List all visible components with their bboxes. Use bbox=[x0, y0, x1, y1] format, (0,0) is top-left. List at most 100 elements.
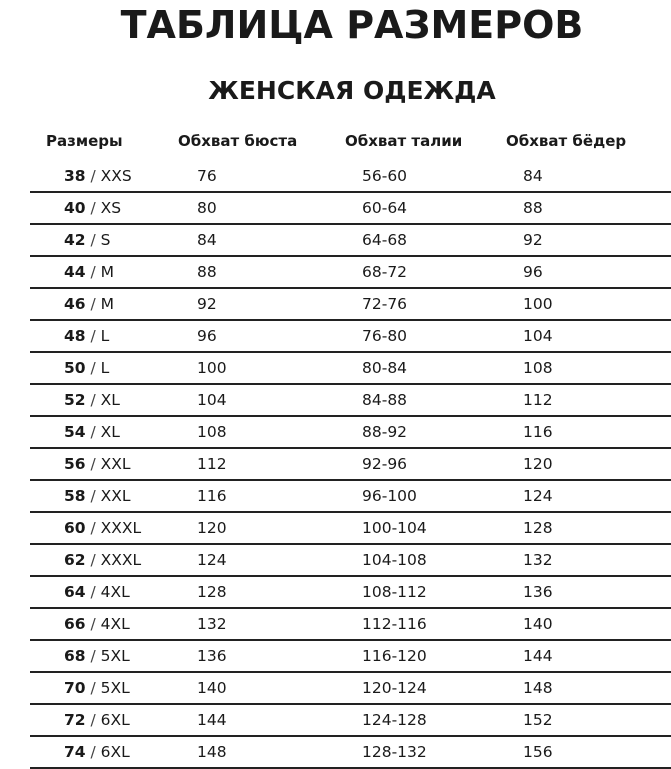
waist-value: 100-104 bbox=[362, 519, 427, 537]
hips-value: 116 bbox=[523, 423, 553, 441]
hips-value: 124 bbox=[523, 487, 553, 505]
size-intl: S bbox=[100, 231, 111, 249]
hips-value: 156 bbox=[523, 743, 553, 761]
size-ru: 66 bbox=[64, 615, 86, 633]
table-row: 72 / 6XL 144 124-128 152 bbox=[30, 705, 671, 737]
size-intl: XL bbox=[100, 391, 120, 409]
size-ru: 56 bbox=[64, 455, 86, 473]
size-intl: L bbox=[100, 327, 110, 345]
header-hips: Обхват бёдер bbox=[506, 132, 627, 150]
size-ru: 64 bbox=[64, 583, 86, 601]
size-intl: M bbox=[100, 263, 115, 281]
size-ru: 62 bbox=[64, 551, 86, 569]
hips-value: 104 bbox=[523, 327, 553, 345]
size-ru: 50 bbox=[64, 359, 86, 377]
waist-value: 108-112 bbox=[362, 583, 427, 601]
size-separator: / bbox=[85, 263, 101, 281]
hips-value: 148 bbox=[523, 679, 553, 697]
hips-value: 136 bbox=[523, 583, 553, 601]
table-row: 74 / 6XL 148 128-132 156 bbox=[30, 737, 671, 769]
size-ru: 40 bbox=[64, 199, 86, 217]
bust-value: 120 bbox=[197, 519, 227, 537]
size-intl: XXXL bbox=[100, 551, 142, 569]
hips-value: 100 bbox=[523, 295, 553, 313]
size-separator: / bbox=[85, 167, 101, 185]
size-ru: 58 bbox=[64, 487, 86, 505]
waist-value: 92-96 bbox=[362, 455, 408, 473]
hips-value: 84 bbox=[523, 167, 543, 185]
waist-value: 68-72 bbox=[362, 263, 408, 281]
size-separator: / bbox=[85, 711, 101, 729]
bust-value: 144 bbox=[197, 711, 227, 729]
bust-value: 140 bbox=[197, 679, 227, 697]
waist-value: 104-108 bbox=[362, 551, 427, 569]
size-separator: / bbox=[85, 647, 101, 665]
table-row: 46 / M 92 72-76 100 bbox=[30, 289, 671, 321]
size-intl: XL bbox=[100, 423, 120, 441]
header-bust: Обхват бюста bbox=[178, 132, 298, 150]
waist-value: 84-88 bbox=[362, 391, 408, 409]
size-ru: 44 bbox=[64, 263, 86, 281]
table-row: 64 / 4XL 128 108-112 136 bbox=[30, 577, 671, 609]
table-row: 38 / XXS 76 56-60 84 bbox=[30, 161, 671, 193]
bust-value: 108 bbox=[197, 423, 227, 441]
bust-value: 92 bbox=[197, 295, 217, 313]
bust-value: 124 bbox=[197, 551, 227, 569]
hips-value: 108 bbox=[523, 359, 553, 377]
hips-value: 132 bbox=[523, 551, 553, 569]
bust-value: 80 bbox=[197, 199, 217, 217]
page-title: ТАБЛИЦА РАЗМЕРОВ bbox=[120, 3, 584, 47]
size-separator: / bbox=[85, 359, 101, 377]
table-row: 54 / XL 108 88-92 116 bbox=[30, 417, 671, 449]
size-separator: / bbox=[85, 551, 101, 569]
waist-value: 60-64 bbox=[362, 199, 408, 217]
hips-value: 120 bbox=[523, 455, 553, 473]
waist-value: 76-80 bbox=[362, 327, 408, 345]
waist-value: 112-116 bbox=[362, 615, 427, 633]
size-intl: XXXL bbox=[100, 519, 142, 537]
waist-value: 128-132 bbox=[362, 743, 427, 761]
bust-value: 136 bbox=[197, 647, 227, 665]
table-row: 70 / 5XL 140 120-124 148 bbox=[30, 673, 671, 705]
size-ru: 60 bbox=[64, 519, 86, 537]
size-ru: 72 bbox=[64, 711, 86, 729]
hips-value: 88 bbox=[523, 199, 543, 217]
size-separator: / bbox=[85, 615, 101, 633]
table-row: 42 / S 84 64-68 92 bbox=[30, 225, 671, 257]
table-row: 48 / L 96 76-80 104 bbox=[30, 321, 671, 353]
waist-value: 56-60 bbox=[362, 167, 408, 185]
table-row: 62 / XXXL 124 104-108 132 bbox=[30, 545, 671, 577]
table-row: 60 / XXXL 120 100-104 128 bbox=[30, 513, 671, 545]
size-separator: / bbox=[85, 487, 101, 505]
waist-value: 80-84 bbox=[362, 359, 408, 377]
waist-value: 120-124 bbox=[362, 679, 427, 697]
bust-value: 96 bbox=[197, 327, 217, 345]
size-intl: XS bbox=[100, 199, 122, 217]
hips-value: 92 bbox=[523, 231, 543, 249]
size-separator: / bbox=[85, 327, 101, 345]
size-intl: 6XL bbox=[100, 711, 130, 729]
size-table: 38 / XXS 76 56-60 84 40 / XS 80 60-64 88 42 / S 8… bbox=[30, 161, 671, 769]
waist-value: 116-120 bbox=[362, 647, 427, 665]
waist-value: 96-100 bbox=[362, 487, 417, 505]
bust-value: 148 bbox=[197, 743, 227, 761]
table-row: 50 / L 100 80-84 108 bbox=[30, 353, 671, 385]
size-intl: XXS bbox=[100, 167, 132, 185]
hips-value: 96 bbox=[523, 263, 543, 281]
size-ru: 42 bbox=[64, 231, 86, 249]
waist-value: 64-68 bbox=[362, 231, 408, 249]
table-row: 68 / 5XL 136 116-120 144 bbox=[30, 641, 671, 673]
size-separator: / bbox=[85, 423, 101, 441]
bust-value: 84 bbox=[197, 231, 217, 249]
table-row: 40 / XS 80 60-64 88 bbox=[30, 193, 671, 225]
table-row: 44 / M 88 68-72 96 bbox=[30, 257, 671, 289]
size-ru: 52 bbox=[64, 391, 86, 409]
table-row: 56 / XXL 112 92-96 120 bbox=[30, 449, 671, 481]
page-subtitle: ЖЕНСКАЯ ОДЕЖДА bbox=[208, 76, 496, 105]
hips-value: 128 bbox=[523, 519, 553, 537]
bust-value: 112 bbox=[197, 455, 227, 473]
size-ru: 70 bbox=[64, 679, 86, 697]
hips-value: 112 bbox=[523, 391, 553, 409]
bust-value: 116 bbox=[197, 487, 227, 505]
waist-value: 88-92 bbox=[362, 423, 408, 441]
